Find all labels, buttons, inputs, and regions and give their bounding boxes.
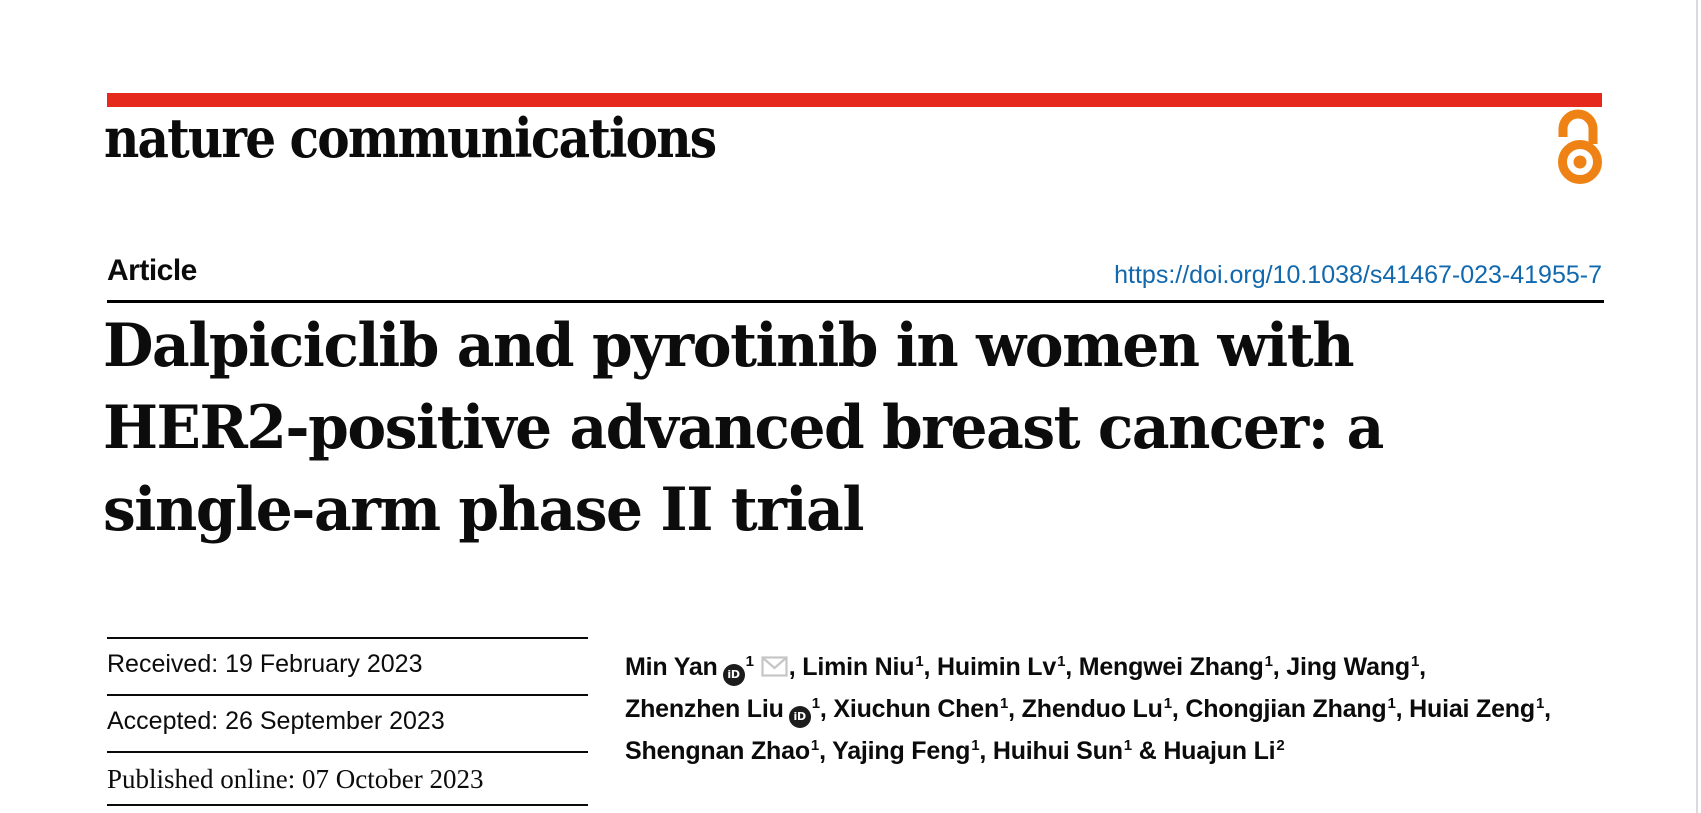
history-rule xyxy=(107,694,588,696)
affiliation-superscript: 1 xyxy=(810,737,820,754)
author-list: Min Yan iD1, Limin Niu1, Huimin Lv1, Meng… xyxy=(625,644,1605,769)
affiliation-superscript: 1 xyxy=(1535,695,1545,712)
orcid-icon[interactable]: iD xyxy=(722,664,745,686)
author-name: Mengwei Zhang1, xyxy=(1078,653,1287,681)
history-rule xyxy=(107,804,588,806)
affiliation-superscript: 2 xyxy=(1276,737,1285,754)
affiliation-superscript: 1 xyxy=(1410,653,1420,670)
affiliation-superscript: 1 xyxy=(811,695,820,712)
affiliation-superscript: 1 xyxy=(1000,695,1009,712)
affiliation-superscript: 1 xyxy=(915,653,924,670)
author-name: Min Yan iD1, xyxy=(625,653,802,686)
open-access-shackle xyxy=(1558,109,1598,144)
article-title-line: single-arm phase II trial xyxy=(103,475,864,545)
doi-link[interactable]: https://doi.org/10.1038/s41467-023-41955… xyxy=(1114,261,1602,289)
affiliation-superscript: 1 xyxy=(745,653,754,670)
article-title: Dalpiciclib and pyrotinib in women with … xyxy=(103,305,1422,551)
author-name: Huajun Li2 xyxy=(1163,737,1285,765)
affiliation-superscript: 1 xyxy=(1163,695,1172,712)
author-line: Shengnan Zhao1, Yajing Feng1, Huihui Sun… xyxy=(625,728,1605,769)
author-name: Huihui Sun1 & xyxy=(992,737,1164,765)
affiliation-superscript: 1 xyxy=(1123,737,1132,754)
article-title-line: HER2-positive advanced breast cancer: a xyxy=(103,393,1384,463)
article-type-label: Article xyxy=(107,254,197,287)
author-name: Jing Wang1, xyxy=(1286,653,1426,681)
article-title-line: Dalpiciclib and pyrotinib in women with xyxy=(103,311,1355,381)
affiliation-superscript: 1 xyxy=(1057,653,1066,670)
author-name: Huimin Lv1, xyxy=(937,653,1079,681)
author-line: Min Yan iD1, Limin Niu1, Huimin Lv1, Meng… xyxy=(625,644,1605,686)
page-edge-divider xyxy=(1696,0,1698,813)
published-date: Published online: 07 October 2023 xyxy=(107,764,484,794)
history-rule xyxy=(107,637,588,639)
author-name: Xiuchun Chen1, xyxy=(833,695,1022,723)
author-name: Zhenzhen Liu iD1, xyxy=(625,695,833,728)
affiliation-superscript: 1 xyxy=(1387,695,1396,712)
open-access-icon xyxy=(1554,107,1604,190)
affiliation-superscript: 1 xyxy=(1264,653,1273,670)
email-icon[interactable] xyxy=(761,656,788,677)
received-date: Received: 19 February 2023 xyxy=(107,650,423,678)
author-name: Zhenduo Lu1, xyxy=(1021,695,1186,723)
orcid-icon[interactable]: iD xyxy=(788,706,811,728)
author-name: Shengnan Zhao1, xyxy=(625,737,833,765)
open-access-keyhole xyxy=(1573,155,1587,169)
journal-brand-bar xyxy=(107,93,1602,107)
history-rule xyxy=(107,751,588,753)
affiliation-superscript: 1 xyxy=(971,737,980,754)
author-name: Huiai Zeng1, xyxy=(1409,695,1551,723)
accepted-date: Accepted: 26 September 2023 xyxy=(107,707,445,735)
open-access-body xyxy=(1558,140,1602,184)
journal-logo: nature communications xyxy=(104,106,717,170)
author-line: Zhenzhen Liu iD1, Xiuchun Chen1, Zhenduo … xyxy=(625,686,1605,728)
author-name: Limin Niu1, xyxy=(802,653,938,681)
header-rule xyxy=(107,300,1604,303)
author-name: Yajing Feng1, xyxy=(832,737,993,765)
author-name: Chongjian Zhang1, xyxy=(1185,695,1410,723)
